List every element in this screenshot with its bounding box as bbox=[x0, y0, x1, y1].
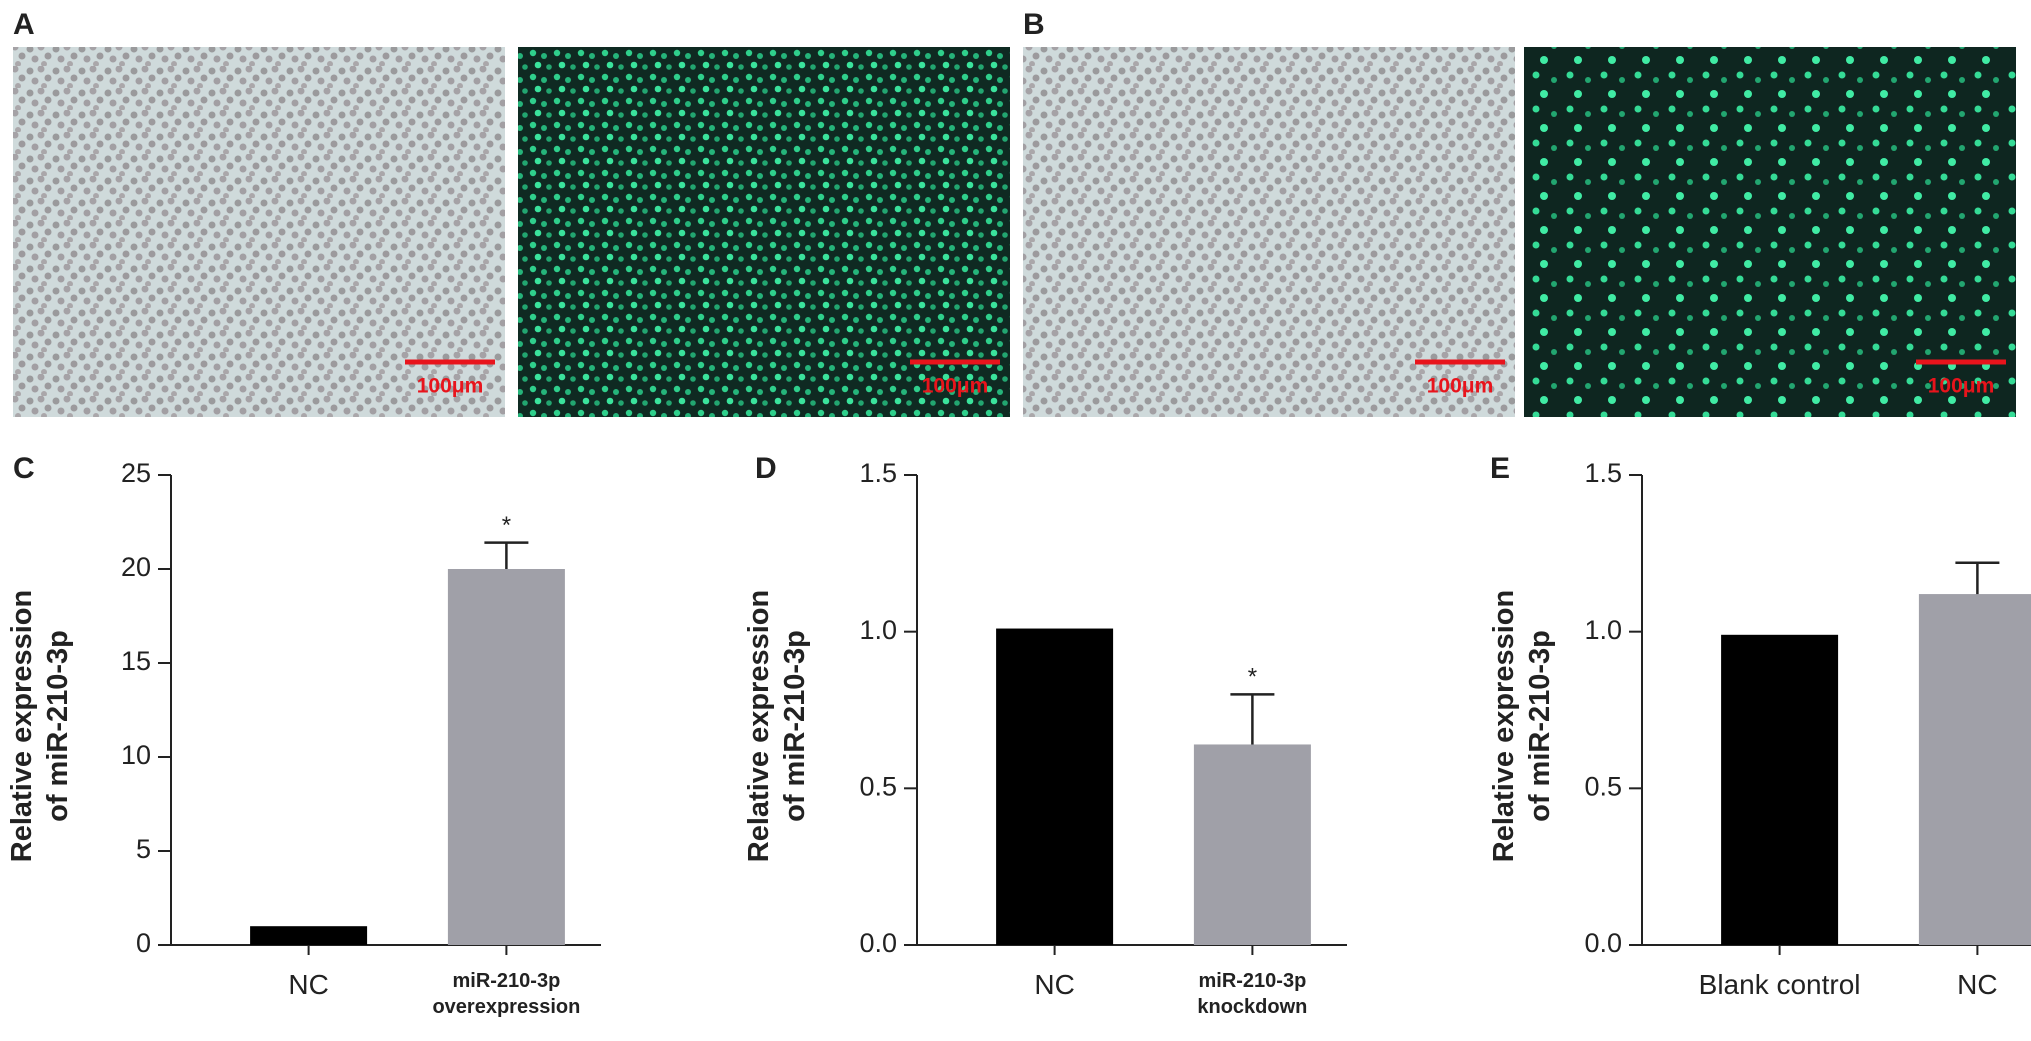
bar bbox=[1918, 594, 2031, 945]
x-tick-label: NC bbox=[288, 969, 329, 1000]
y-axis-label: Relative expression of miR-210-3p bbox=[6, 589, 74, 863]
error-bar bbox=[1230, 693, 1275, 745]
scale-bar-label: 100μm bbox=[1928, 375, 1995, 398]
panel-label: C bbox=[13, 452, 35, 485]
y-tick-label: 15 bbox=[121, 646, 151, 676]
bar bbox=[1193, 744, 1311, 945]
significance-mark: * bbox=[502, 512, 511, 539]
micrograph bbox=[1524, 47, 2016, 417]
bar bbox=[447, 569, 565, 945]
y-tick-label: 1.0 bbox=[1584, 615, 1622, 645]
scale-bar-label: 100μm bbox=[1427, 375, 1494, 398]
error-bar bbox=[484, 541, 529, 569]
bar bbox=[1721, 634, 1839, 945]
x-tick-label: NC bbox=[1957, 969, 1998, 1000]
y-axis-label: Relative expression of miR-210-3p bbox=[743, 589, 811, 863]
y-tick-label: 1.0 bbox=[859, 615, 897, 645]
x-tick-label: miR-210-3p knockdown bbox=[1197, 970, 1308, 1018]
y-axis-label: Relative expression of miR-210-3p bbox=[1488, 589, 1556, 863]
scale-bar-label: 100μm bbox=[922, 375, 989, 398]
y-tick-label: 0.5 bbox=[1584, 771, 1622, 801]
micrograph bbox=[518, 47, 1010, 417]
bar bbox=[250, 926, 368, 945]
micrograph bbox=[1023, 47, 1515, 417]
bar bbox=[996, 628, 1114, 945]
panel-label: D bbox=[755, 452, 777, 485]
y-tick-label: 20 bbox=[121, 552, 151, 582]
significance-mark: * bbox=[1248, 664, 1257, 691]
x-tick-label: Blank control bbox=[1698, 969, 1861, 1000]
y-tick-label: 0.0 bbox=[1584, 928, 1622, 958]
micrograph bbox=[13, 47, 505, 417]
scale-bar-label: 100μm bbox=[417, 375, 484, 398]
y-tick-label: 5 bbox=[136, 834, 151, 864]
y-tick-label: 0.5 bbox=[859, 771, 897, 801]
y-tick-label: 0.0 bbox=[859, 928, 897, 958]
y-tick-label: 1.5 bbox=[859, 458, 897, 488]
panel-label: E bbox=[1490, 452, 1510, 485]
y-tick-label: 1.5 bbox=[1584, 458, 1622, 488]
error-bar bbox=[1955, 561, 2000, 595]
y-tick-label: 25 bbox=[121, 458, 151, 488]
x-tick-label: NC bbox=[1034, 969, 1075, 1000]
panel-label: A bbox=[13, 8, 35, 41]
x-tick-label: miR-210-3p overexpression bbox=[432, 970, 581, 1018]
y-tick-label: 0 bbox=[136, 928, 151, 958]
panel-label: B bbox=[1023, 8, 1045, 41]
y-tick-label: 10 bbox=[121, 740, 151, 770]
